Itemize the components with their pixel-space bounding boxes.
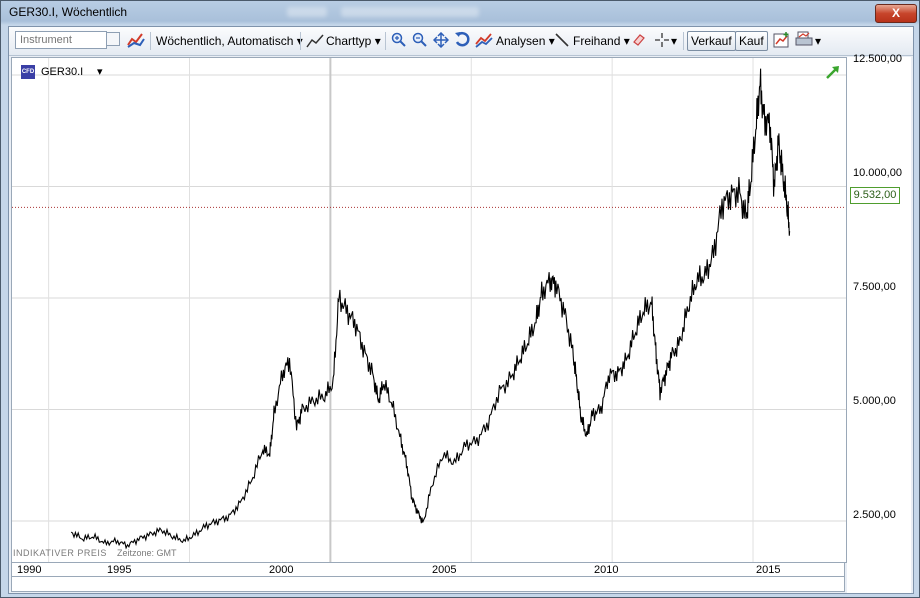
cfd-icon: CFD [21, 65, 35, 79]
chart-type-dropdown[interactable]: Charttyp ▾ [326, 32, 381, 50]
toolbar: Wöchentlich, Automatisch ▾ Charttyp ▾ [9, 27, 913, 56]
title-blur [341, 7, 479, 17]
year-tick-label: 1990 [17, 564, 42, 576]
analyses-dropdown[interactable]: Analysen ▾ [496, 32, 555, 50]
instrument-input[interactable] [15, 31, 107, 49]
reset-icon[interactable] [454, 31, 472, 52]
title-blur [287, 7, 327, 17]
chevron-down-icon: ▾ [623, 34, 630, 48]
window-title: GER30.I, Wöchentlich [9, 5, 128, 19]
year-tick-label: 1995 [107, 564, 132, 576]
chevron-down-icon[interactable]: ▾ [671, 34, 678, 48]
indicative-price-note: INDIKATIVER PREIS [13, 548, 107, 558]
instrument-list-icon[interactable] [106, 32, 120, 46]
title-bar: GER30.I, Wöchentlich X [1, 1, 919, 25]
line-chart-icon [306, 33, 324, 52]
price-tick-label: 2.500,00 [853, 509, 896, 521]
chevron-down-icon: ▾ [297, 34, 303, 48]
price-axis[interactable]: 12.500,00 10.000,00 7.500,00 5.000,00 2.… [847, 53, 911, 593]
chart-plot-area[interactable] [11, 57, 847, 563]
price-series-line [70, 68, 791, 550]
separator [300, 32, 301, 50]
timeframe-label: Wöchentlich, Automatisch [156, 34, 294, 48]
instrument-name: GER30.I [41, 66, 84, 78]
time-axis[interactable]: 1990 1995 2000 2005 2010 2015 [11, 562, 845, 592]
chevron-down-icon: ▾ [548, 34, 555, 48]
current-price-badge: 9.532,00 [850, 187, 900, 204]
chevron-down-icon[interactable]: ▾ [815, 34, 822, 48]
trend-up-icon [826, 65, 840, 82]
year-tick-label: 2015 [756, 564, 781, 576]
chart-window: Wöchentlich, Automatisch ▾ Charttyp ▾ [8, 26, 914, 594]
chevron-down-icon: ▾ [374, 34, 381, 48]
separator [683, 32, 684, 50]
chevron-down-icon[interactable]: ▾ [97, 66, 103, 78]
separator [150, 32, 151, 50]
analysis-icon [475, 32, 493, 51]
freehand-dropdown[interactable]: Freihand ▾ [573, 32, 630, 50]
year-tick-label: 2010 [594, 564, 619, 576]
analyses-label: Analysen [496, 34, 546, 48]
chart-type-label: Charttyp [326, 34, 372, 48]
indicators-icon[interactable] [126, 31, 146, 52]
crosshair-icon[interactable] [654, 32, 670, 51]
timeframe-dropdown[interactable]: Wöchentlich, Automatisch ▾ [156, 32, 303, 50]
buy-button[interactable]: Kauf [735, 31, 768, 51]
sell-button[interactable]: Verkauf [687, 31, 736, 51]
eraser-icon[interactable] [631, 32, 647, 51]
price-tick-label: 10.000,00 [853, 167, 902, 179]
zoom-out-icon[interactable] [412, 32, 428, 51]
timezone-note: Zeitzone: GMT [117, 548, 177, 558]
fit-chart-icon[interactable] [432, 31, 450, 51]
zoom-in-icon[interactable] [391, 32, 407, 51]
price-tick-label: 7.500,00 [853, 281, 896, 293]
print-icon[interactable] [795, 31, 813, 52]
price-tick-label: 5.000,00 [853, 395, 896, 407]
chart-add-icon[interactable] [773, 31, 791, 52]
freehand-line-icon [554, 32, 570, 51]
axis-divider [12, 576, 844, 577]
close-button[interactable]: X [875, 4, 917, 23]
year-tick-label: 2005 [432, 564, 457, 576]
freehand-label: Freihand [573, 34, 621, 48]
price-tick-label: 12.500,00 [853, 53, 902, 65]
year-tick-label: 2000 [269, 564, 294, 576]
price-chart[interactable] [12, 58, 846, 562]
separator [385, 32, 386, 50]
